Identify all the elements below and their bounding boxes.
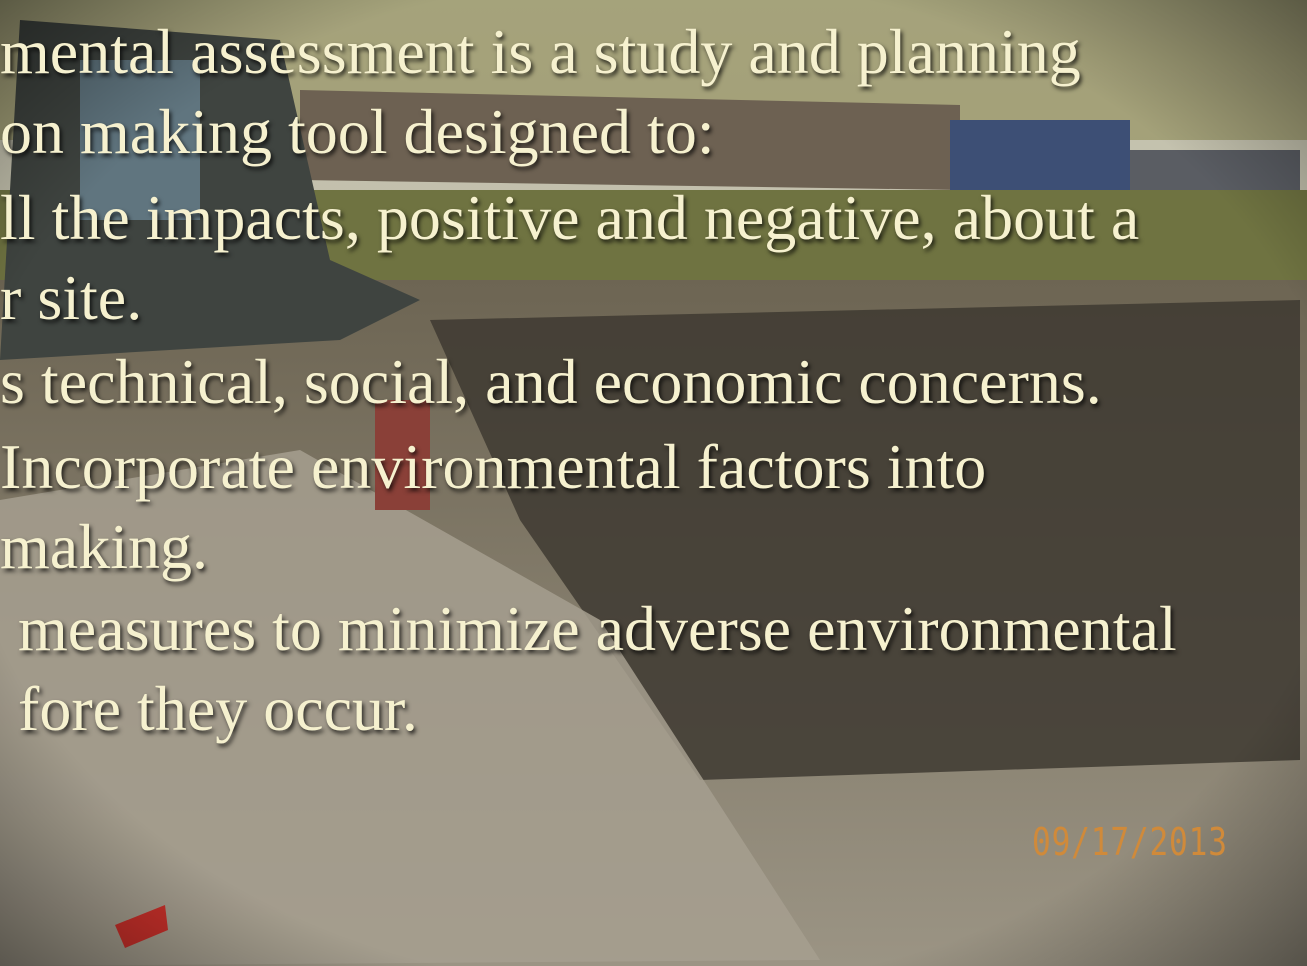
photo-date-stamp: 09/17/2013 — [1032, 820, 1228, 864]
text-line: on making tool designed to: — [0, 100, 715, 164]
text-line: measures to minimize adverse environment… — [18, 597, 1177, 661]
text-line: ll the impacts, positive and negative, a… — [0, 186, 1139, 250]
text-line: r site. — [0, 266, 142, 330]
page: {"slide": {"lines": [ "mental assessment… — [0, 0, 1307, 966]
text-line: fore they occur. — [18, 677, 418, 741]
text-line: Incorporate environmental factors into — [0, 435, 986, 499]
text-line: making. — [0, 515, 208, 579]
text-line: mental assessment is a study and plannin… — [0, 20, 1081, 84]
text-line: s technical, social, and economic concer… — [0, 350, 1102, 414]
slide: mental assessment is a study and plannin… — [0, 0, 1307, 966]
